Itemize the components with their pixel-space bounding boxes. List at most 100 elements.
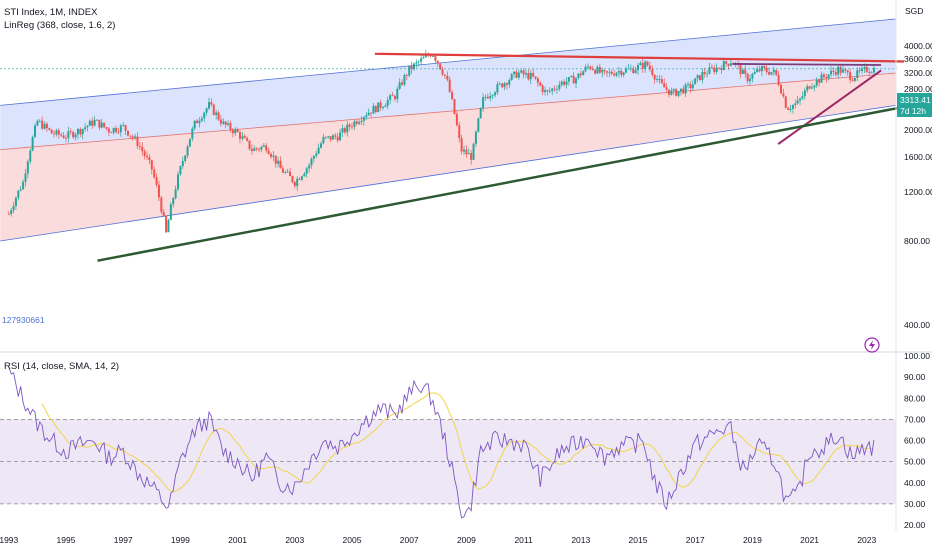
price-tick-label: 4000.00 [904,41,932,51]
candle-body [632,68,635,74]
candle-body [710,67,713,69]
rsi-tick-label: 100.00 [904,351,930,361]
candle-body [115,127,118,132]
candle-body [770,72,773,75]
rsi-tick-label: 40.00 [904,478,926,488]
candle-body [103,122,106,128]
candle-body [722,61,725,71]
candle-body [813,85,816,88]
candle-body [777,74,780,85]
candle-body [212,104,215,115]
candle-body [548,90,551,92]
candle-body [315,153,318,157]
candle-body [510,74,513,81]
candle-body [727,63,730,66]
candle-body [146,155,149,158]
candle-body [751,73,754,79]
time-tick-label: 2015 [629,535,648,545]
candle-body [589,66,592,69]
candle-body [303,173,306,177]
price-tick-label: 1600.00 [904,152,932,162]
candle-body [746,73,749,82]
candle-body [598,67,601,73]
candle-body [741,69,744,74]
candle-body [775,69,778,75]
candle-body [403,75,406,85]
candle-body [412,63,415,70]
candle-body [362,116,365,121]
candle-body [648,65,651,70]
time-tick-label: 1999 [171,535,190,545]
candle-body [744,69,747,74]
upper-channel-fill [0,19,896,150]
candle-body [300,176,303,180]
candle-body [262,145,265,147]
candle-body [551,88,554,91]
candle-body [57,130,60,135]
candle-body [782,93,785,97]
upper-channel-line [0,18,896,106]
candle-body [65,137,67,139]
candle-body [594,69,597,74]
candle-body [229,123,232,130]
candle-body [467,153,470,155]
candle-body [79,129,82,135]
candle-body [29,150,32,162]
price-tick-label: 3200.00 [904,68,932,78]
candle-body [789,108,792,110]
candle-body [565,81,568,85]
candle-body [341,128,344,133]
candle-body [384,105,387,108]
candle-body [477,118,480,132]
candle-body [432,56,435,57]
candle-body [160,197,163,212]
candle-body [100,122,103,128]
candle-body [148,157,151,161]
candle-body [501,83,504,88]
candle-body [534,76,537,79]
regression-mid-line [0,72,896,151]
candle-body [763,66,766,68]
time-tick-label: 1995 [57,535,76,545]
candle-body [267,150,270,154]
candle-body [117,131,120,133]
lightning-icon[interactable] [864,337,880,353]
candle-body [124,125,127,131]
candle-body [107,128,110,133]
rsi-moving-average [41,392,875,493]
candle-body [177,174,180,190]
candle-body [246,138,249,141]
candle-body [498,83,501,85]
candle-body [486,96,489,99]
candle-body [637,65,639,71]
candle-body [253,148,256,151]
candle-body [393,96,396,100]
candle-body [796,100,799,104]
candle-body [868,71,871,73]
time-tick-label: 2003 [285,535,304,545]
candle-body [806,86,809,91]
rsi-title: RSI (14, close, SMA, 14, 2) [4,361,119,372]
candle-body [289,171,292,177]
candle-body [667,89,670,95]
candle-body [625,68,628,73]
candle-body [410,65,413,70]
candle-body [610,71,613,75]
candle-body [837,66,840,75]
candle-body [258,148,261,150]
candle-body [38,120,41,122]
candle-body [227,123,230,125]
candle-body [472,143,475,160]
candle-body [14,197,17,207]
candle-body [67,131,70,139]
candle-body [308,165,311,169]
candle-body [153,169,156,178]
candle-body [784,96,787,108]
candle-body [50,129,53,134]
time-tick-label: 1993 [0,535,19,545]
candle-body [815,79,818,86]
candle-body [86,125,89,128]
candle-body [513,71,516,75]
candle-body [729,63,732,66]
price-tag: 3313.41 7d 12h [897,93,932,117]
